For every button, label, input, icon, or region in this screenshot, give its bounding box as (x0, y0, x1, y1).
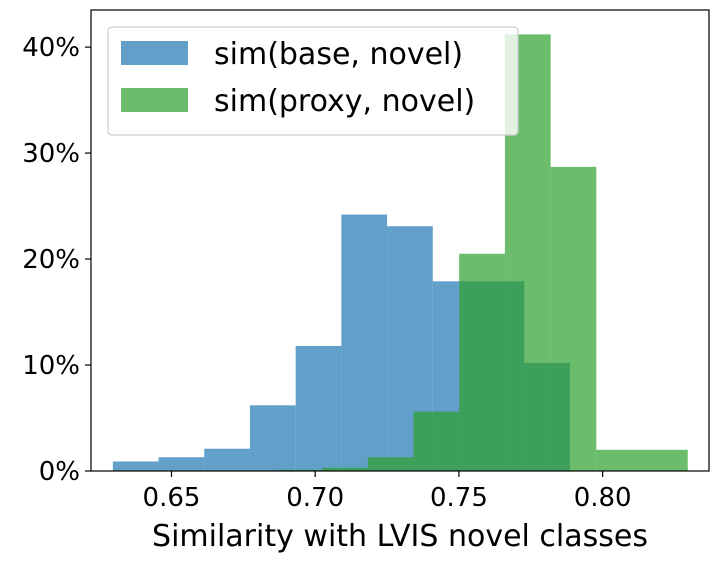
ticks-layer: 0.65 0.70 0.75 0.80 0% 10% 20% 30% 40% (22, 33, 631, 513)
y-tick-label: 10% (22, 351, 80, 381)
legend-swatch-proxy (121, 88, 188, 112)
bar-base-2 (204, 448, 250, 471)
x-axis-title: Similarity with LVIS novel classes (152, 519, 648, 554)
y-tick-label: 30% (22, 139, 80, 169)
bar-proxy-2 (367, 457, 414, 471)
plot-frame (90, 9, 710, 472)
bars-layer (112, 34, 688, 471)
legend-label-base: sim(base, novel) (214, 37, 463, 72)
y-tick-label: 20% (22, 245, 80, 275)
x-tick-label: 0.70 (286, 483, 344, 513)
legend-label-proxy: sim(proxy, novel) (214, 84, 475, 119)
legend-swatch-base (121, 41, 188, 65)
x-tick-label: 0.80 (574, 483, 632, 513)
legend-box (107, 26, 519, 136)
bar-proxy-3 (413, 411, 460, 471)
bar-proxy-1 (322, 467, 368, 471)
bar-base-0 (112, 461, 159, 471)
bar-base-4 (295, 345, 342, 471)
bar-proxy-6 (550, 166, 597, 471)
bar-proxy-7 (596, 449, 643, 471)
bar-base-3 (249, 405, 296, 471)
x-tick-label: 0.75 (430, 483, 488, 513)
x-tick-label: 0.65 (143, 483, 201, 513)
bar-base-5 (341, 214, 388, 471)
y-tick-label: 40% (22, 33, 80, 63)
bar-proxy-4 (459, 253, 505, 471)
bar-proxy-8 (642, 449, 688, 471)
y-tick-label: 0% (39, 457, 80, 487)
legend: sim(base, novel) sim(proxy, novel) (107, 26, 519, 136)
bar-base-1 (158, 457, 205, 471)
